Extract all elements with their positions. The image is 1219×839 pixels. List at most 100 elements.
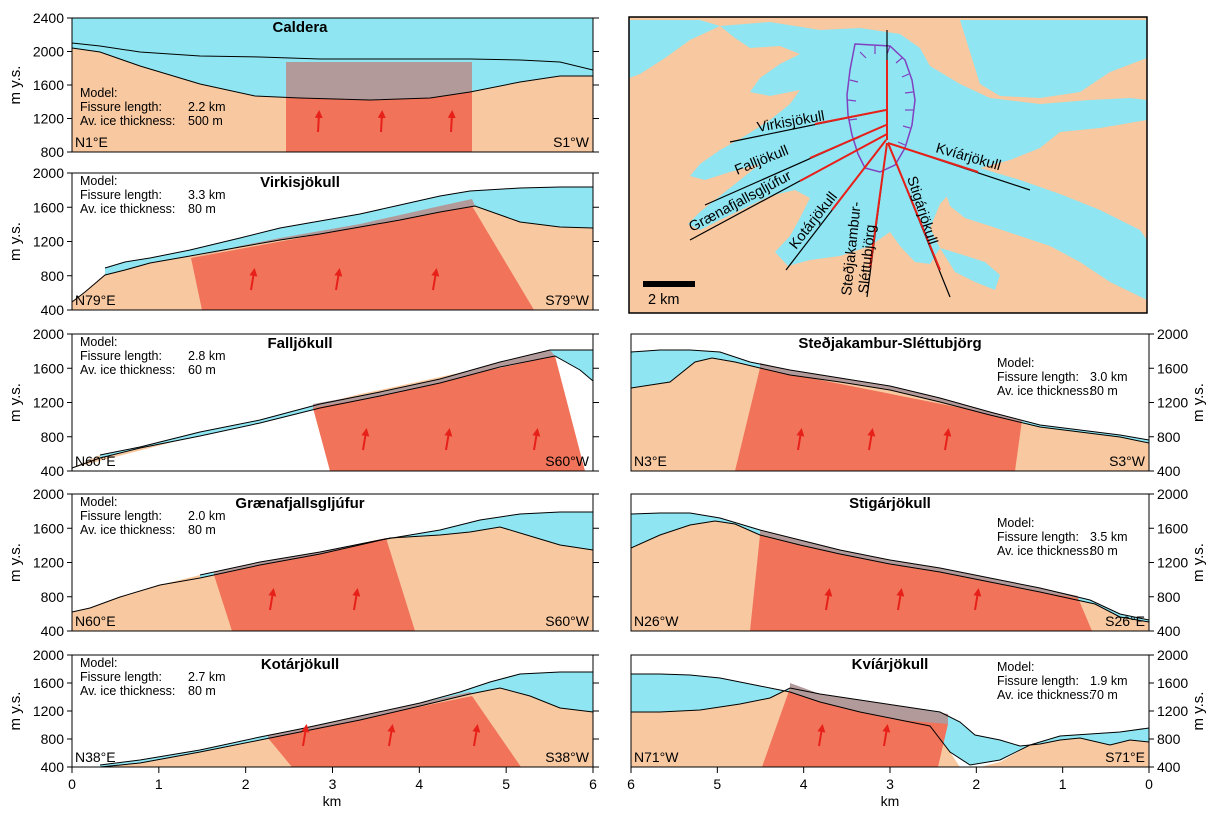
ytick-label-stigar: 400 — [1157, 623, 1181, 639]
ytick-label-kviar: 400 — [1157, 759, 1181, 775]
y-axis-label-graena: m y.s. — [7, 543, 24, 582]
ice-label-stedja: Av. ice thickness: — [997, 384, 1092, 398]
ice-thickness-stedja: 80 m — [1090, 384, 1118, 398]
model-heading-kotar: Model: — [80, 656, 118, 670]
ytick-label-fall: 1600 — [33, 360, 64, 376]
fissure-label-stigar: Fissure length: — [997, 530, 1079, 544]
uplift-arrows — [249, 110, 982, 747]
ytick-label-graena: 800 — [41, 589, 65, 605]
direction-right-stedja: S3°W — [1109, 453, 1146, 469]
model-heading-graena: Model: — [80, 495, 118, 509]
ice-label-fall: Av. ice thickness: — [80, 363, 175, 377]
ytick-label-caldera: 1200 — [33, 111, 64, 127]
x-axis-label-right: km — [881, 793, 900, 809]
ytick-label-kotar: 800 — [41, 731, 65, 747]
ytick-label-caldera: 1600 — [33, 77, 64, 93]
y-axis-label-stedja: m y.s. — [1190, 383, 1207, 422]
y-axis-label-fall: m y.s. — [7, 383, 24, 422]
ytick-label-kotar: 400 — [41, 759, 65, 775]
fissure-label-fall: Fissure length: — [80, 349, 162, 363]
ytick-label-stigar: 1200 — [1157, 555, 1188, 571]
panel-title-virkis: Virkisjökull — [260, 174, 340, 191]
ytick-label-virkis: 800 — [41, 268, 65, 284]
panel-title-stigar: Stigárjökull — [849, 495, 931, 512]
ice-label-graena: Av. ice thickness: — [80, 523, 175, 537]
panel-title-graena: Grænafjallsgljúfur — [235, 495, 364, 512]
map — [628, 16, 1148, 314]
fissure-label-kviar: Fissure length: — [997, 674, 1079, 688]
fissure-label-stedja: Fissure length: — [997, 370, 1079, 384]
ytick-label-stedja: 400 — [1157, 463, 1181, 479]
ytick-label-graena: 2000 — [33, 486, 64, 502]
xtick-label-left: 6 — [589, 776, 597, 792]
ytick-label-virkis: 1200 — [33, 234, 64, 250]
y-axis-label-virkis: m y.s. — [7, 222, 24, 261]
direction-left-kviar: N71°W — [634, 749, 679, 765]
ytick-label-stigar: 1600 — [1157, 520, 1188, 536]
direction-right-fall: S60°W — [545, 453, 590, 469]
map-scale-label: 2 km — [648, 292, 679, 308]
ice-thickness-kotar: 80 m — [188, 684, 216, 698]
y-axis-label-kotar: m y.s. — [7, 692, 24, 731]
xtick-label-left: 5 — [502, 776, 510, 792]
model-heading-fall: Model: — [80, 335, 118, 349]
fissure-label-caldera: Fissure length: — [80, 100, 162, 114]
ice-thickness-fall: 60 m — [188, 363, 216, 377]
ytick-label-fall: 2000 — [33, 326, 64, 342]
ytick-label-virkis: 1600 — [33, 199, 64, 215]
model-heading-caldera: Model: — [80, 86, 118, 100]
panel-caldera — [71, 17, 594, 153]
xtick-label-right: 0 — [1145, 776, 1153, 792]
ytick-label-kviar: 800 — [1157, 731, 1181, 747]
panel-graena — [71, 493, 594, 632]
map-label-stedja-2: Sléttubjörg — [856, 224, 879, 295]
xtick-label-left: 1 — [155, 776, 163, 792]
ytick-label-kviar: 2000 — [1157, 647, 1188, 663]
ytick-label-stigar: 2000 — [1157, 486, 1188, 502]
fissure-length-stigar: 3.5 km — [1090, 530, 1128, 544]
direction-right-kviar: S71°E — [1105, 749, 1145, 765]
ytick-label-virkis: 2000 — [33, 165, 64, 181]
panel-title-fall: Falljökull — [267, 335, 332, 352]
direction-left-graena: N60°E — [75, 613, 116, 629]
direction-right-virkis: S79°W — [545, 292, 590, 308]
ytick-label-kotar: 2000 — [33, 647, 64, 663]
ytick-label-stedja: 1600 — [1157, 360, 1188, 376]
ytick-label-stedja: 2000 — [1157, 326, 1188, 342]
xtick-label-left: 4 — [415, 776, 423, 792]
xtick-label-right: 5 — [713, 776, 721, 792]
ytick-label-stigar: 800 — [1157, 589, 1181, 605]
ice-thickness-virkis: 80 m — [188, 202, 216, 216]
model-heading-stigar: Model: — [997, 516, 1035, 530]
ice-thickness-stigar: 80 m — [1090, 544, 1118, 558]
xtick-label-left: 2 — [242, 776, 250, 792]
ice-thickness-caldera: 500 m — [188, 114, 223, 128]
ice-label-kviar: Av. ice thickness: — [997, 688, 1092, 702]
panel-title-kviar: Kvíárjökull — [852, 656, 929, 673]
fissure-length-stedja: 3.0 km — [1090, 370, 1128, 384]
ytick-label-graena: 400 — [41, 623, 65, 639]
xtick-label-left: 0 — [68, 776, 76, 792]
ytick-label-fall: 800 — [41, 429, 65, 445]
panel-stigar — [630, 493, 1150, 632]
direction-right-kotar: S38°W — [545, 749, 590, 765]
ytick-label-kotar: 1200 — [33, 703, 64, 719]
direction-left-kotar: N38°E — [75, 749, 116, 765]
fissure-label-kotar: Fissure length: — [80, 670, 162, 684]
direction-left-fall: N60°E — [75, 453, 116, 469]
ice-label-virkis: Av. ice thickness: — [80, 202, 175, 216]
ytick-label-kotar: 1600 — [33, 675, 64, 691]
ytick-label-virkis: 400 — [41, 302, 65, 318]
ytick-label-graena: 1200 — [33, 555, 64, 571]
ytick-label-stedja: 800 — [1157, 429, 1181, 445]
y-axis-label-stigar: m y.s. — [1190, 543, 1207, 582]
panel-title-stedja: Steðjakambur-Sléttubjörg — [798, 335, 981, 352]
ytick-label-caldera: 2000 — [33, 44, 64, 60]
xtick-label-right: 4 — [800, 776, 808, 792]
y-axis-label-kviar: m y.s. — [1190, 692, 1207, 731]
model-heading-virkis: Model: — [80, 174, 118, 188]
xtick-label-right: 1 — [1059, 776, 1067, 792]
ytick-label-caldera: 2400 — [33, 10, 64, 26]
fissure-label-graena: Fissure length: — [80, 509, 162, 523]
direction-left-caldera: N1°E — [75, 134, 108, 150]
